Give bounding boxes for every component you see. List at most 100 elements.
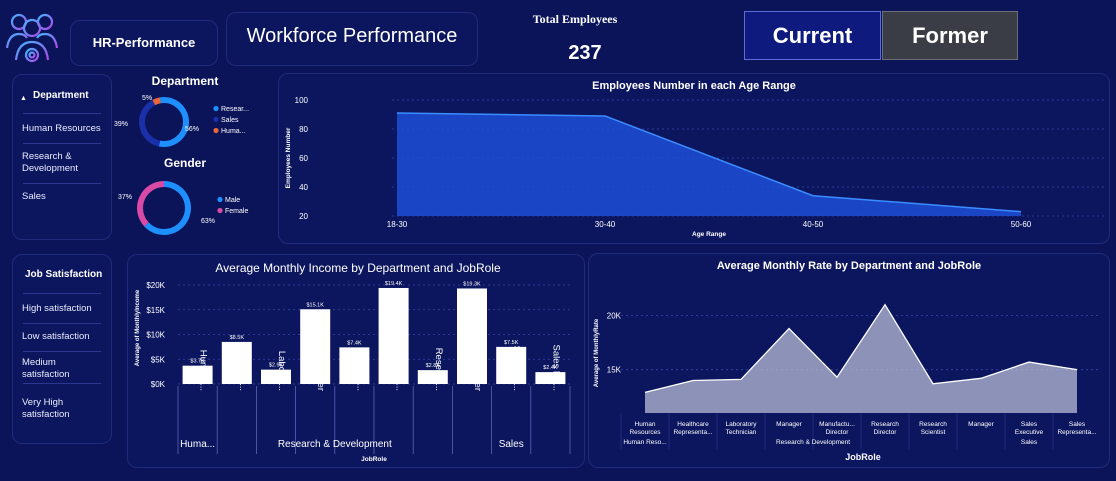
bar xyxy=(535,372,566,384)
x-group-label: Research & Development xyxy=(776,439,850,446)
donut-percent-label: 56% xyxy=(185,126,199,133)
x-tick-label: Research Scientist xyxy=(919,421,947,436)
x-group-label: Human Reso... xyxy=(623,439,667,446)
x-tick-label: Healthc... xyxy=(237,351,248,391)
app-title: HR-Performance xyxy=(92,35,196,50)
x-tick-label: 30-40 xyxy=(595,220,616,229)
y-axis-label: Employees Number xyxy=(285,127,292,188)
x-tick-label: 50-60 xyxy=(1011,220,1032,229)
x-tick-label: Laborat... xyxy=(276,351,287,391)
x-group-label: Sales xyxy=(1021,439,1038,446)
bar xyxy=(261,369,291,384)
y-tick-label: 100 xyxy=(295,96,309,105)
y-tick-label: $15K xyxy=(146,306,165,315)
legend-marker xyxy=(213,116,219,123)
kpi-value: 237 xyxy=(568,42,602,64)
kpi-label: Total Employees xyxy=(532,12,618,26)
y-tick-label: 15K xyxy=(607,366,622,375)
slicer-item-research-development[interactable]: Research & Development xyxy=(22,151,78,174)
department-slicer: ▲ Department Human Resources Research & … xyxy=(12,74,112,240)
slicer-item-high[interactable]: High satisfaction xyxy=(22,303,92,314)
x-tick-label: 18-30 xyxy=(387,220,408,229)
bar-data-label: $7.5K xyxy=(504,340,519,346)
y-tick-label: 20 xyxy=(299,212,308,221)
x-tick-label: Laboratory Technician xyxy=(725,421,757,436)
caret-up-icon: ▲ xyxy=(20,95,27,102)
app-title-card: HR-Performance xyxy=(70,20,218,66)
legend-marker xyxy=(213,127,219,134)
y-tick-label: 80 xyxy=(299,125,308,134)
slicer-item-human-resources[interactable]: Human Resources xyxy=(22,123,101,134)
age-range-area-chart: Employees Number in each Age Range 20 40 60… xyxy=(285,80,1104,238)
former-button[interactable]: Former xyxy=(882,11,1018,60)
x-group-label: Research & Development xyxy=(278,439,392,450)
chart-title: Average Monthly Income by Department and… xyxy=(215,261,501,275)
donut-slice xyxy=(158,97,189,147)
x-tick-label: Manager xyxy=(776,421,802,428)
bar-data-label: $7.4K xyxy=(347,340,362,346)
donut-slice xyxy=(152,97,161,106)
department-slicer-title: Department xyxy=(33,90,89,101)
bar xyxy=(221,341,252,384)
rate-area-chart: Average Monthly Rate by Department and J… xyxy=(594,260,1101,462)
donut-slice xyxy=(137,181,165,227)
area-fill xyxy=(645,304,1077,413)
x-group-label: Sales xyxy=(499,439,524,450)
y-tick-label: 40 xyxy=(299,183,308,192)
bar-data-label: $3.7K xyxy=(190,359,205,365)
bar xyxy=(457,288,487,384)
bar xyxy=(496,346,527,384)
chart-title: Average Monthly Rate by Department and J… xyxy=(717,260,981,272)
x-tick-label: Manufa... xyxy=(354,351,365,391)
bar-data-label: $2.4K xyxy=(543,365,558,371)
x-tick-label: Sales Representa... xyxy=(1057,421,1096,436)
team-logo-icon xyxy=(4,8,60,68)
legend-label: Huma... xyxy=(221,128,246,135)
x-tick-label: Manufactu... Director xyxy=(819,421,855,436)
current-button[interactable]: Current xyxy=(744,11,881,60)
x-tick-label: Sales Re... xyxy=(550,345,561,391)
x-tick-label: Manager xyxy=(472,354,483,392)
x-tick-label: Sales Ex... xyxy=(511,346,522,391)
bar xyxy=(417,370,448,384)
slicer-item-sales[interactable]: Sales xyxy=(22,191,46,202)
bar xyxy=(300,309,331,384)
bar-data-label: $19.4K xyxy=(385,281,403,287)
page-title: Workforce Performance xyxy=(246,25,458,47)
x-axis-label: JobRole xyxy=(361,456,387,463)
x-tick-label: Healthcare Representa... xyxy=(673,421,712,436)
legend-label: Male xyxy=(225,197,240,204)
y-tick-label: $0K xyxy=(151,380,166,389)
slicer-item-very-high[interactable]: Very High satisfaction xyxy=(22,397,70,420)
slicer-item-medium[interactable]: Medium satisfaction xyxy=(22,357,70,380)
x-tick-label: 40-50 xyxy=(803,220,824,229)
x-tick-label: Human ... xyxy=(198,350,209,391)
area-line xyxy=(396,112,1022,213)
bar xyxy=(339,347,370,384)
y-tick-label: 60 xyxy=(299,154,308,163)
y-tick-label: $5K xyxy=(151,355,166,364)
gender-donut-chart: Gender 63% Male 37% Female xyxy=(118,156,248,235)
x-axis-label: Age Range xyxy=(692,231,726,238)
legend-label: Resear... xyxy=(221,106,249,113)
income-bar-chart: Average Monthly Income by Department and… xyxy=(135,261,571,463)
y-tick-label: 20K xyxy=(607,312,622,321)
legend-label: Sales xyxy=(221,117,239,124)
page-title-card: Workforce Performance xyxy=(226,12,478,66)
donut-percent-label: 37% xyxy=(118,194,132,201)
bar-data-label: $19.3K xyxy=(463,281,481,287)
bar-data-label: $15.1K xyxy=(306,302,324,308)
bar-data-label: $2.8K xyxy=(426,363,441,369)
legend-marker xyxy=(217,207,223,214)
legend-marker xyxy=(217,196,223,203)
chart-title: Employees Number in each Age Range xyxy=(592,80,796,92)
x-tick-label: Manager xyxy=(315,354,326,392)
department-donut-chart: Department 56% Resear... 39% Sales 5% Huma... xyxy=(114,74,249,147)
slicer-item-low[interactable]: Low satisfaction xyxy=(22,331,90,342)
y-tick-label: $20K xyxy=(146,281,165,290)
x-tick-label: Researc... xyxy=(394,348,405,391)
donut-slice xyxy=(139,99,161,147)
donut-title: Department xyxy=(152,74,219,88)
y-axis-label: Average of MonthlyIncome xyxy=(135,289,141,366)
donut-percent-label: 5% xyxy=(142,95,152,102)
